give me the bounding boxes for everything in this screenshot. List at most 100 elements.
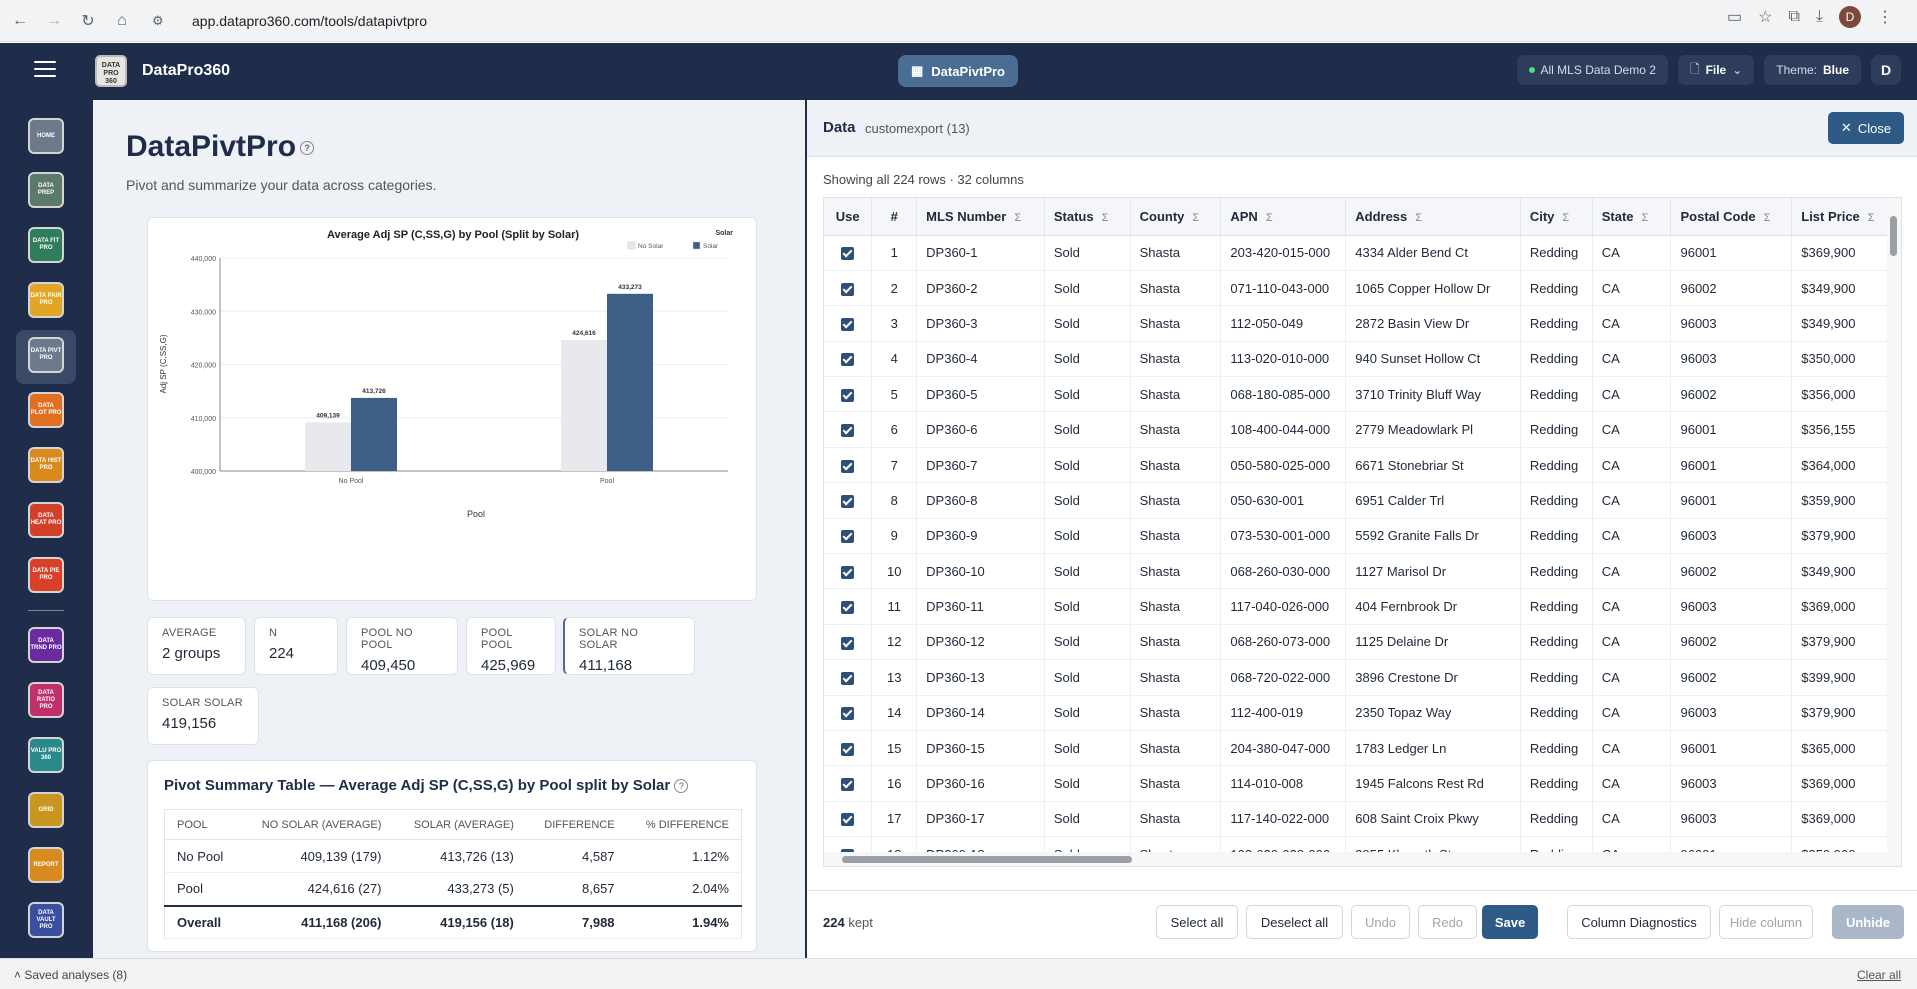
sort-sigma-icon[interactable]: Σ xyxy=(1867,211,1875,224)
redo-button[interactable]: Redo xyxy=(1418,905,1477,939)
file-icon: 🗋 xyxy=(1689,61,1700,76)
dataset-chip[interactable]: All MLS Data Demo 2 xyxy=(1516,55,1668,85)
sidebar-item-data-plot-pro[interactable]: DATA PLOT PRO xyxy=(28,392,64,428)
horizontal-scrollbar[interactable] xyxy=(824,852,1901,866)
column-header[interactable]: Postal Code Σ xyxy=(1670,198,1793,236)
sidebar-item-data-hist-pro[interactable]: DATA HIST PRO xyxy=(28,447,64,483)
use-checkbox[interactable] xyxy=(841,742,855,756)
save-button[interactable]: Save xyxy=(1482,905,1538,939)
sort-sigma-icon[interactable]: Σ xyxy=(1641,211,1649,224)
vertical-scrollbar[interactable] xyxy=(1887,198,1901,854)
sidebar-item-data-pair-pro[interactable]: DATA PAIR PRO xyxy=(28,282,64,318)
bar-solar-no-pool[interactable] xyxy=(351,397,397,471)
sidebar-item-data-vault-pro[interactable]: DATA VAULT PRO xyxy=(28,902,64,938)
sidebar-item-data-pie-pro[interactable]: DATA PIE PRO xyxy=(28,557,64,593)
saved-analyses-toggle[interactable]: ˄ Saved analyses (8) xyxy=(14,968,128,982)
download-icon[interactable]: ⤓ xyxy=(1815,8,1823,25)
sort-sigma-icon[interactable]: Σ xyxy=(1014,211,1022,224)
use-checkbox[interactable] xyxy=(841,636,855,650)
deselect-all-button[interactable]: Deselect all xyxy=(1246,905,1343,939)
table-cell: 4334 Alder Bend Ct xyxy=(1345,235,1521,271)
profile-avatar[interactable]: D xyxy=(1839,6,1861,28)
site-info-icon[interactable]: ⚙ xyxy=(152,13,164,28)
reload-icon[interactable]: ↻ xyxy=(81,12,95,30)
address-bar[interactable]: ⚙ app.datapro360.com/tools/datapivtpro xyxy=(152,7,1720,35)
use-checkbox[interactable] xyxy=(841,494,855,508)
pivot-cell: 424,616 (27) xyxy=(240,872,394,906)
sidebar-item-grid[interactable]: GRID xyxy=(28,792,64,828)
hamburger-menu-icon[interactable] xyxy=(34,61,56,79)
clear-all-link[interactable]: Clear all xyxy=(1856,968,1901,982)
column-header[interactable]: List Price Σ xyxy=(1791,198,1901,236)
use-checkbox[interactable] xyxy=(841,282,855,296)
bookmark-star-icon[interactable]: ☆ xyxy=(1758,9,1773,26)
user-avatar[interactable]: D xyxy=(1871,55,1901,85)
use-checkbox[interactable] xyxy=(841,530,855,544)
sidebar-item-data-ratio-pro[interactable]: DATA RATIO PRO xyxy=(28,682,64,718)
use-cell xyxy=(824,482,873,519)
sidebar-item-valu-pro-360[interactable]: VALU PRO 360 xyxy=(28,737,64,773)
sidebar-item-report[interactable]: REPORT xyxy=(28,847,64,883)
column-header[interactable]: Address Σ xyxy=(1345,198,1521,236)
current-tool-pill[interactable]: ▦ DataPivtPro xyxy=(898,55,1018,87)
extensions-icon[interactable]: ⧉ xyxy=(1788,8,1800,25)
sort-sigma-icon[interactable]: Σ xyxy=(1192,211,1200,224)
use-checkbox[interactable] xyxy=(841,565,855,579)
hide-column-button[interactable]: Hide column xyxy=(1719,905,1813,939)
use-checkbox[interactable] xyxy=(841,424,855,438)
table-row: 4 DP360-4 Sold Shasta 113-020-010-000 940 Sun… xyxy=(824,341,1901,378)
forward-icon[interactable]: → xyxy=(46,11,62,29)
bar-no-solar-pool[interactable] xyxy=(561,339,607,471)
sort-sigma-icon[interactable]: Σ xyxy=(1265,211,1273,224)
select-all-button[interactable]: Select all xyxy=(1156,905,1238,939)
bar-no-solar-no-pool[interactable] xyxy=(305,422,351,471)
column-header[interactable]: City Σ xyxy=(1520,198,1593,236)
column-header[interactable]: County Σ xyxy=(1130,198,1222,236)
table-cell: $349,900 xyxy=(1791,305,1901,342)
use-checkbox[interactable] xyxy=(841,353,855,367)
use-checkbox[interactable] xyxy=(841,778,855,792)
column-diagnostics-button[interactable]: Column Diagnostics xyxy=(1567,905,1711,939)
table-cell: 96003 xyxy=(1670,305,1793,342)
column-header[interactable]: # xyxy=(871,198,918,236)
sidebar-item-home[interactable]: HOME xyxy=(28,118,64,154)
undo-button[interactable]: Undo xyxy=(1351,905,1410,939)
use-checkbox[interactable] xyxy=(841,813,855,827)
bar-solar-pool[interactable] xyxy=(607,293,653,471)
file-menu-button[interactable]: 🗋 File ⌄ xyxy=(1677,55,1755,85)
column-header[interactable]: APN Σ xyxy=(1220,198,1347,236)
sidebar-item-data-fit-pro[interactable]: DATA FIT PRO xyxy=(28,227,64,263)
sidebar-item-data-pivt-pro[interactable]: DATA PIVT PRO xyxy=(28,337,64,373)
unhide-button[interactable]: Unhide xyxy=(1832,905,1904,939)
help-icon[interactable]: ? xyxy=(674,779,689,794)
sidebar-item-data-heat-pro[interactable]: DATA HEAT PRO xyxy=(28,502,64,538)
cast-icon[interactable]: ▭ xyxy=(1727,9,1743,26)
split-divider[interactable] xyxy=(805,100,807,958)
help-icon[interactable]: ? xyxy=(300,141,315,156)
sidebar-item-data-trnd-pro[interactable]: DATA TRND PRO xyxy=(28,627,64,663)
column-header[interactable]: Use xyxy=(824,198,873,236)
use-checkbox[interactable] xyxy=(841,388,855,402)
use-checkbox[interactable] xyxy=(841,707,855,721)
use-checkbox[interactable] xyxy=(841,601,855,615)
column-header[interactable]: MLS Number Σ xyxy=(916,198,1045,236)
sidebar-item-data-prep[interactable]: DATA PREP xyxy=(28,172,64,208)
column-header[interactable]: State Σ xyxy=(1592,198,1672,236)
use-checkbox[interactable] xyxy=(841,318,855,331)
use-checkbox[interactable] xyxy=(841,247,855,261)
home-icon[interactable]: ⌂ xyxy=(117,11,127,29)
pivot-header: DIFFERENCE xyxy=(525,809,627,840)
theme-button[interactable]: Theme: Blue xyxy=(1764,55,1861,85)
table-cell: 10 xyxy=(871,553,918,590)
close-button[interactable]: ✕ Close xyxy=(1828,112,1904,144)
menu-dots-icon[interactable]: ⋮ xyxy=(1877,9,1893,26)
sort-sigma-icon[interactable]: Σ xyxy=(1763,211,1771,224)
use-checkbox[interactable] xyxy=(841,671,855,685)
sort-sigma-icon[interactable]: Σ xyxy=(1562,211,1570,224)
pivot-cell: 1.94% xyxy=(626,904,742,939)
use-checkbox[interactable] xyxy=(841,459,855,473)
back-icon[interactable]: ← xyxy=(12,11,28,29)
column-header[interactable]: Status Σ xyxy=(1044,198,1131,236)
sort-sigma-icon[interactable]: Σ xyxy=(1415,211,1423,224)
sort-sigma-icon[interactable]: Σ xyxy=(1101,211,1109,224)
